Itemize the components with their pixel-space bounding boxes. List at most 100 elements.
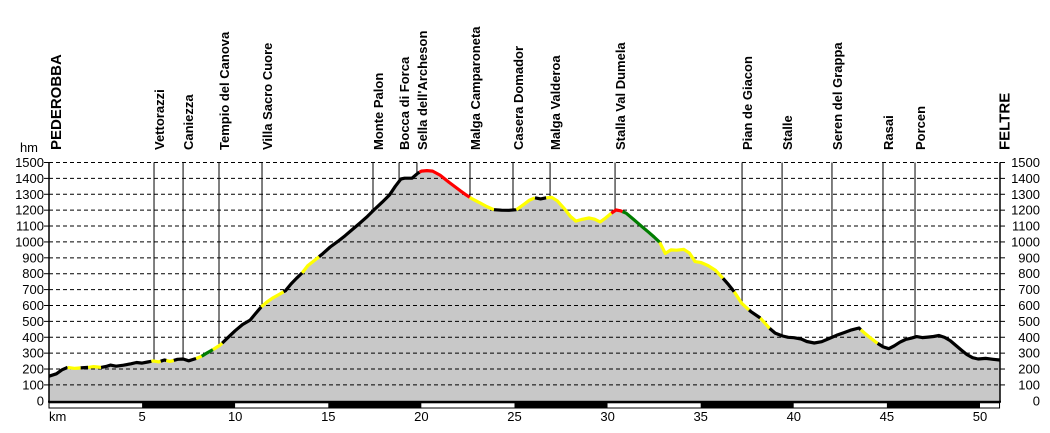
profile-segment-black (493, 208, 517, 212)
waypoint-label: Malga Camparoneta (468, 26, 483, 150)
y-tick-label-left: 1000 (15, 234, 44, 249)
profile-segment-black (160, 358, 167, 363)
waypoint-label: Casera Domador (511, 46, 526, 150)
scale-bar-segment (514, 402, 608, 408)
y-tick-label-right: 1300 (1011, 187, 1040, 202)
profile-segment-black (100, 359, 152, 369)
x-tick-label: 50 (973, 409, 987, 424)
profile-segment-yellow (212, 341, 224, 351)
y-tick-label-right: 200 (1018, 362, 1040, 377)
profile-segment-yellow (658, 241, 725, 280)
x-tick-label: 20 (414, 409, 428, 424)
gridlines (49, 162, 1000, 386)
profile-segment-black (768, 326, 862, 345)
profile-segment-black (80, 365, 89, 370)
profile-segment-yellow (260, 290, 285, 309)
profile-segment-black (534, 196, 547, 201)
profile-segment-yellow (468, 195, 495, 212)
y-tick-label-right: 800 (1018, 266, 1040, 281)
profile-line (48, 169, 1000, 378)
y-tick-label-right: 700 (1018, 282, 1040, 297)
scale-bar-segment (980, 402, 1000, 408)
y-tick-label-left: 1100 (16, 219, 44, 234)
x-tick-label: 25 (507, 409, 521, 424)
scale-bar-segment (421, 402, 515, 408)
waypoint-label: Sella dell'Archeson (415, 31, 430, 150)
y-axis-unit-label: hm (20, 140, 38, 155)
y-tick-label-right: 0 (1033, 393, 1040, 408)
y-tick-label-left: 1300 (15, 187, 44, 202)
profile-segment-yellow (67, 365, 81, 370)
scale-bar-segment (142, 402, 236, 408)
profile-segment-yellow (732, 290, 751, 312)
scale-bar-frame (48, 402, 1001, 409)
waypoint-label: Bocca di Forca (397, 56, 412, 150)
waypoint-label: Rasai (881, 115, 896, 150)
x-tick-label: 5 (138, 409, 145, 424)
scale-bar-segment (793, 402, 887, 408)
waypoint-label: Tempio del Canova (217, 31, 232, 150)
y-tick-label-right: 900 (1018, 250, 1040, 265)
waypoint-label: Monte Palon (371, 73, 386, 150)
x-axis-unit-label: km (49, 409, 66, 424)
profile-segment-yellow (195, 354, 203, 360)
profile-segment-green (621, 210, 661, 244)
waypoint-label: Vettorazzi (152, 89, 167, 150)
km-scale-bar (48, 402, 1001, 409)
profile-segment-yellow (515, 196, 536, 212)
profile-segment-black (48, 365, 69, 378)
profile-segment-black (748, 308, 762, 320)
waypoint-label: Malga Valderoa (548, 55, 563, 150)
y-tick-label-right: 100 (1018, 377, 1040, 392)
profile-segment-yellow (165, 358, 175, 363)
profile-segment-yellow (300, 255, 321, 274)
scale-bar-segment (49, 402, 143, 408)
y-tick-label-right: 1200 (1011, 203, 1040, 218)
y-tick-label-left: 400 (22, 330, 44, 345)
y-tick-label-right: 1400 (1011, 171, 1040, 186)
x-tick-label: 10 (228, 409, 242, 424)
scale-bar-segment (607, 402, 701, 408)
profile-segment-yellow (546, 195, 613, 224)
waypoint-lines (153, 162, 916, 361)
scale-bar-segment (700, 402, 794, 408)
scale-bar-segment (886, 402, 980, 408)
y-tick-label-left: 100 (22, 377, 44, 392)
y-tick-label-left: 200 (22, 362, 44, 377)
y-tick-label-left: 0 (37, 393, 44, 408)
profile-segment-yellow (759, 316, 771, 330)
y-tick-label-right: 300 (1018, 346, 1040, 361)
waypoint-label: Villa Sacro Cuore (260, 43, 275, 150)
y-tick-label-left: 500 (22, 314, 44, 329)
y-tick-label-left: 1400 (15, 171, 44, 186)
waypoint-label: Porcen (913, 106, 928, 150)
labels: PEDEROBBA Vettorazzi Caniezza Tempio del Ca… (15, 26, 1040, 424)
scale-bar-segment (328, 402, 422, 408)
profile-segment-yellow (859, 328, 879, 345)
profile-segment-black (876, 333, 1000, 362)
x-tick-label: 45 (880, 409, 894, 424)
profile-segment-green (200, 348, 214, 358)
y-tick-label-right: 1000 (1011, 234, 1040, 249)
y-tick-label-left: 300 (22, 346, 44, 361)
y-tick-label-left: 900 (22, 250, 44, 265)
profile-segment-black (317, 170, 421, 258)
y-tick-label-left: 800 (22, 266, 44, 281)
y-tick-label-left: 600 (22, 298, 44, 313)
x-tick-label: 40 (787, 409, 801, 424)
endpoint-label: FELTRE (997, 93, 1014, 150)
waypoint-label: Stalle (780, 115, 795, 150)
x-tick-label: 30 (600, 409, 614, 424)
profile-segment-black (173, 356, 197, 363)
x-tick-label: 15 (321, 409, 335, 424)
x-tick-label: 35 (693, 409, 707, 424)
endpoint-label: PEDEROBBA (48, 54, 65, 150)
profile-segment-black (221, 305, 263, 345)
waypoint-label: Seren del Grappa (830, 42, 845, 150)
profile-segment-black (282, 271, 304, 294)
profile-area-fill (49, 170, 1000, 401)
elevation-area (49, 170, 1000, 401)
profile-segment-red (418, 169, 471, 199)
